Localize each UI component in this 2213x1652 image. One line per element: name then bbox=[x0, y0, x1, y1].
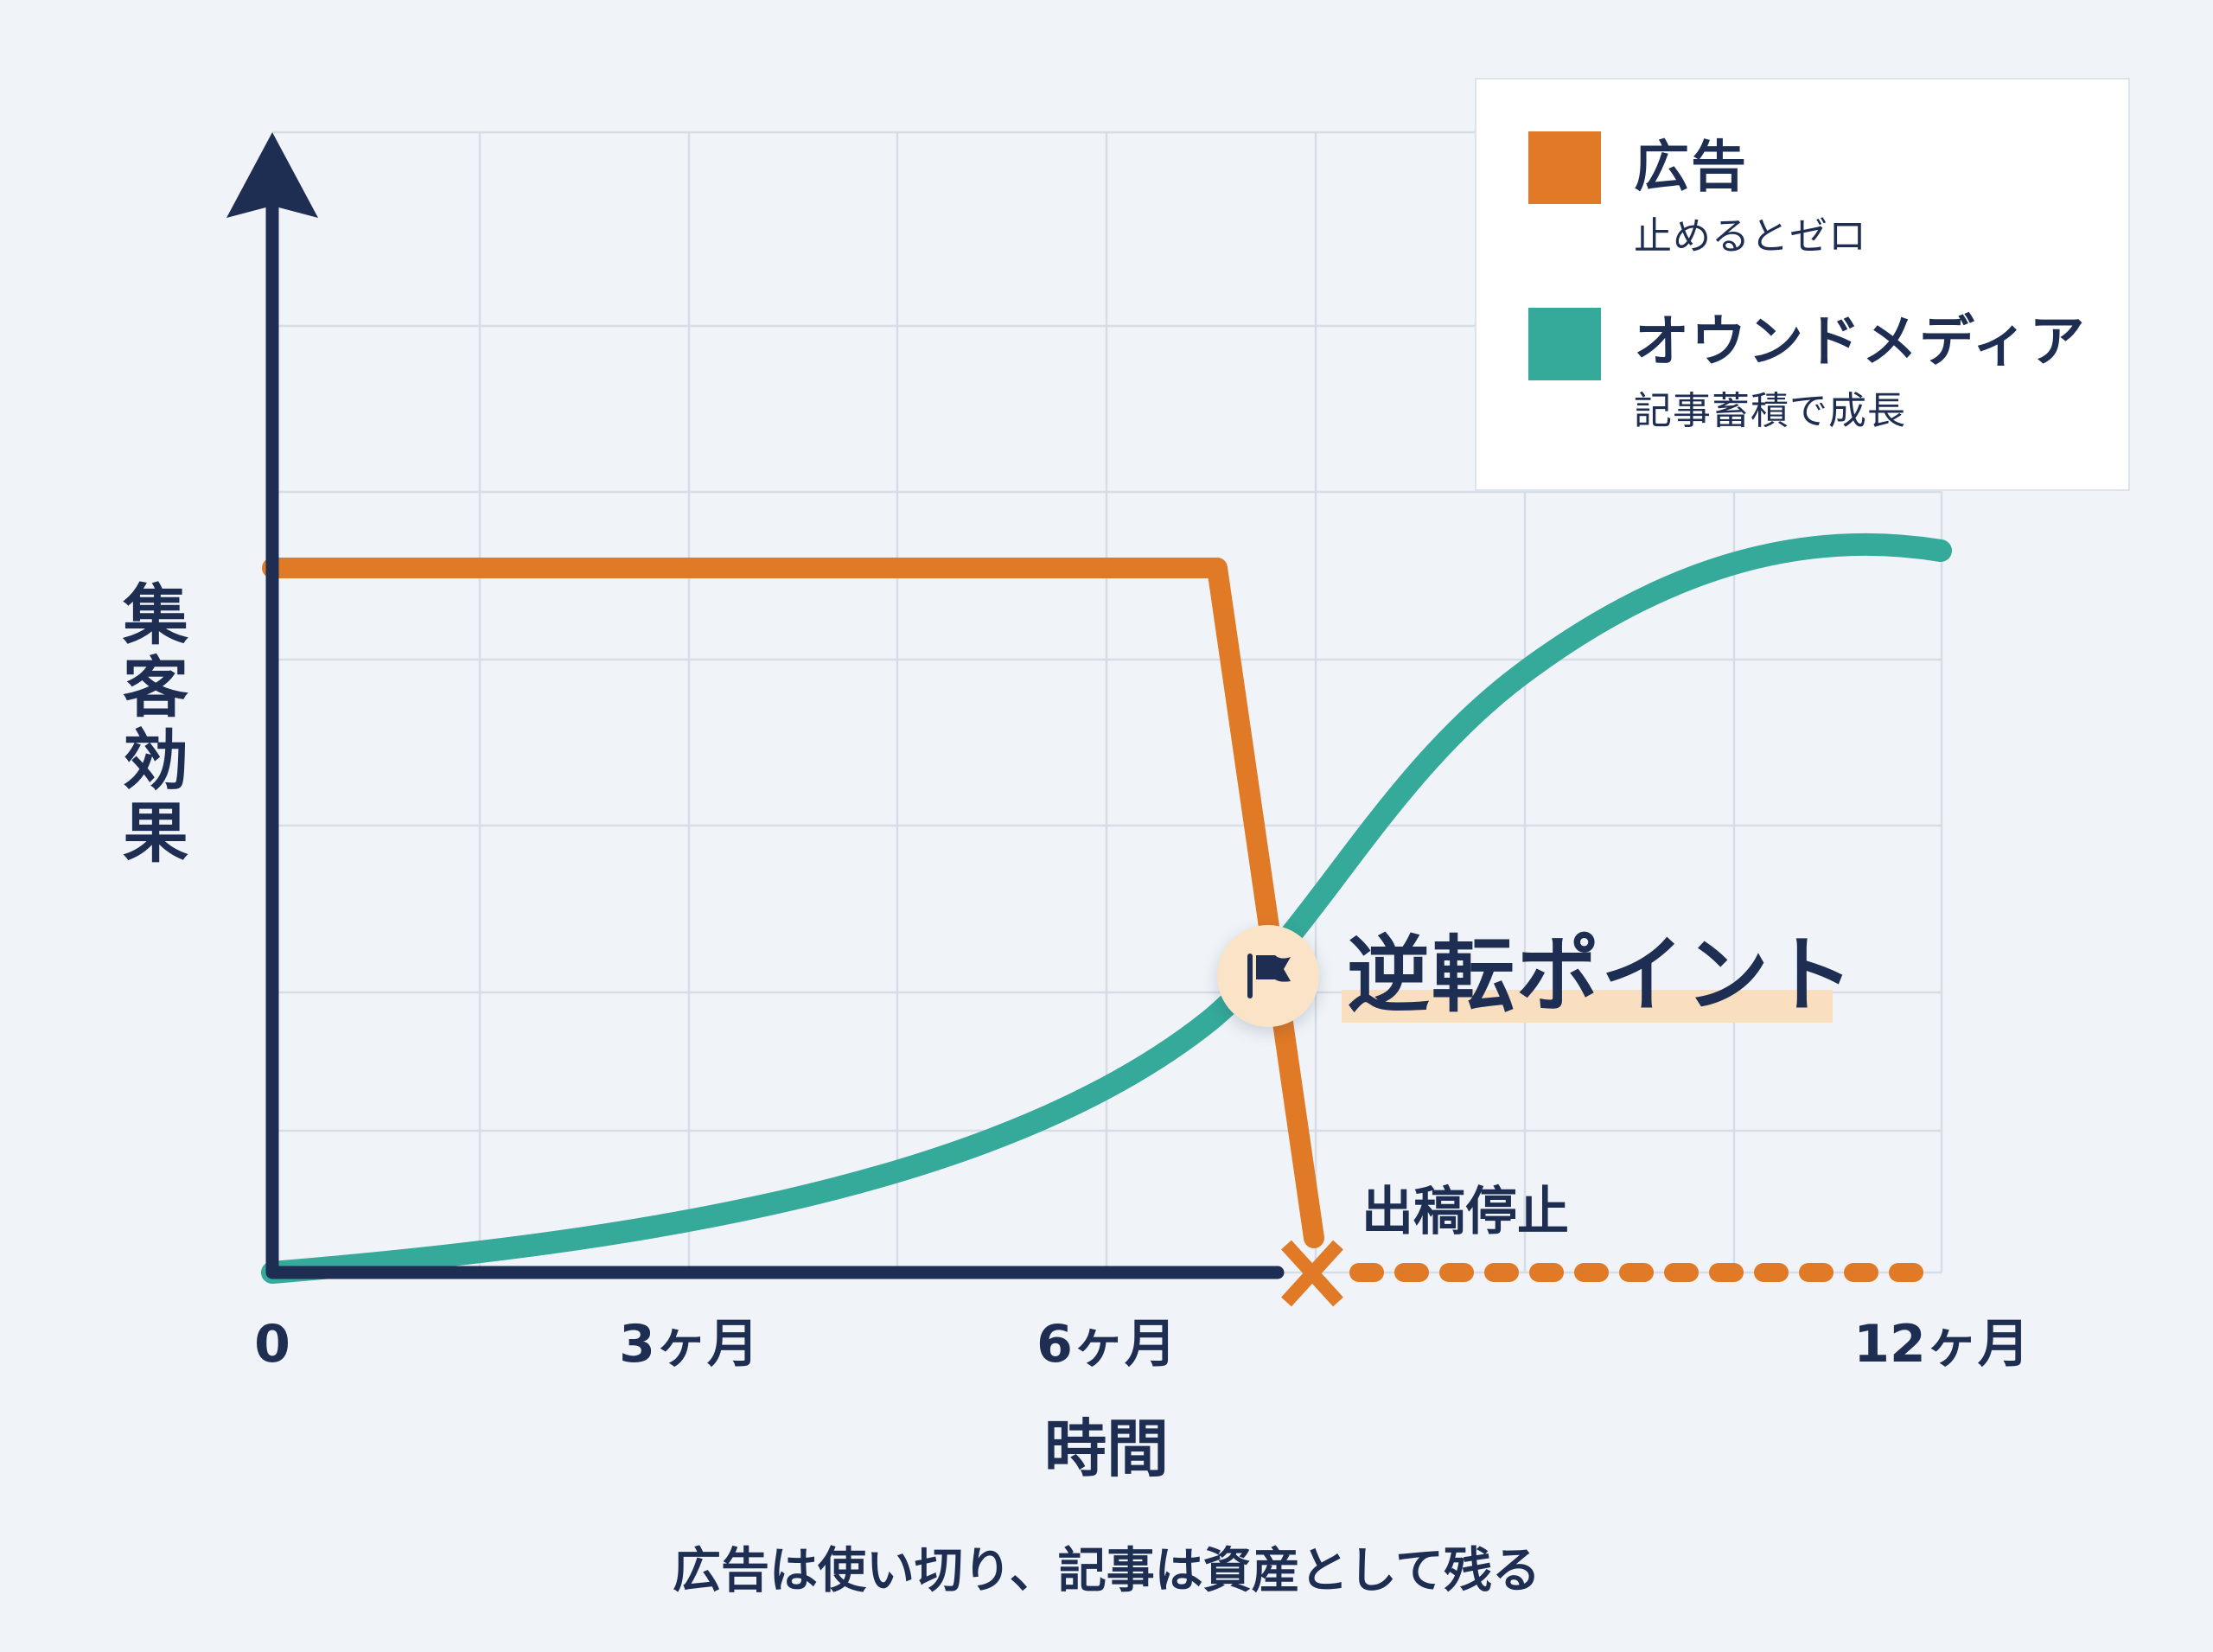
legend-swatch-ad bbox=[1528, 131, 1601, 204]
reversal-point-badge bbox=[1217, 925, 1319, 1027]
x-axis-label: 時間 bbox=[1043, 1413, 1170, 1485]
y-axis-label-char: 客 bbox=[123, 649, 188, 726]
ad-stop-label: 出稿停止 bbox=[1362, 1182, 1569, 1242]
legend-sub-owned-media: 記事蓄積で成長 bbox=[1634, 389, 1906, 433]
legend-label-owned-media: オウンドメディア bbox=[1634, 310, 2087, 374]
grid bbox=[272, 131, 1943, 1274]
y-axis-arrow-icon bbox=[226, 132, 318, 218]
legend-swatch-owned-media bbox=[1528, 308, 1601, 380]
y-axis-label: 集 客 効 果 bbox=[119, 579, 192, 870]
x-tick-0: 0 bbox=[254, 1314, 290, 1375]
y-axis-label-char: 集 bbox=[123, 577, 188, 654]
ad-line bbox=[262, 558, 1324, 1248]
y-axis-label-char: 果 bbox=[123, 794, 188, 871]
x-mark-icon bbox=[1281, 1240, 1343, 1307]
x-tick-3m: 3ヶ月 bbox=[619, 1314, 759, 1375]
reversal-highlight bbox=[1342, 990, 1833, 1023]
x-tick-6m: 6ヶ月 bbox=[1036, 1314, 1177, 1375]
legend-sub-ad: 止めるとゼロ bbox=[1634, 214, 1867, 258]
legend: 広告 止めるとゼロ オウンドメディア 記事蓄積で成長 bbox=[1475, 78, 2130, 491]
y-axis-label-char: 効 bbox=[123, 722, 188, 799]
x-tick-12m: 12ヶ月 bbox=[1853, 1314, 2030, 1375]
reversal-point-label: 逆転ポイント bbox=[1347, 927, 1855, 1024]
chart-caption: 広告は使い切り、記事は資産として残る bbox=[672, 1543, 1541, 1599]
flag-icon bbox=[1247, 954, 1291, 998]
legend-label-ad: 広告 bbox=[1634, 136, 1748, 200]
